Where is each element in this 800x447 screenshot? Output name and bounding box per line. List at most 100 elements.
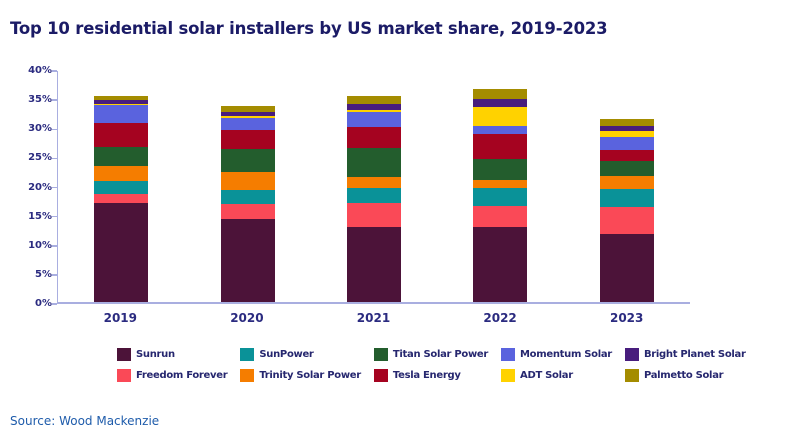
legend-item-sunpower: SunPower <box>240 348 361 361</box>
x-axis-labels: 2019 2020 2021 2022 2023 <box>57 311 690 325</box>
bar-segment-titan-solar-power <box>599 161 654 177</box>
legend-swatch <box>117 348 131 361</box>
bar-group-2023 <box>564 71 690 302</box>
y-axis-tick-label: 20% <box>28 181 52 193</box>
stacked-bar-2019 <box>94 96 149 302</box>
bar-segment-bright-planet-solar <box>94 99 149 105</box>
y-axis-tick-label: 35% <box>28 94 52 106</box>
bar-segment-freedom-forever <box>347 202 402 227</box>
y-axis-tick <box>52 215 57 218</box>
bar-segment-titan-solar-power <box>94 147 149 167</box>
y-axis-tick-label: 25% <box>28 152 52 164</box>
legend-label: Tesla Energy <box>392 370 461 381</box>
bars-container <box>58 71 690 302</box>
bar-segment-tesla-energy <box>220 129 275 149</box>
legend-swatch <box>117 369 131 382</box>
bar-segment-titan-solar-power <box>347 147 402 178</box>
bar-segment-tesla-energy <box>473 134 528 159</box>
y-axis-tick <box>52 157 57 160</box>
y-axis-tick-label: 30% <box>28 123 52 135</box>
legend-item-tesla-energy: Tesla Energy <box>373 369 488 382</box>
bar-segment-bright-planet-solar <box>347 104 402 110</box>
y-axis-tick <box>52 99 57 101</box>
legend-swatch <box>501 369 515 382</box>
bar-segment-palmetto-solar <box>94 96 149 100</box>
plot-area <box>57 71 690 304</box>
legend: Sunrun SunPower Titan Solar Power Momentum … <box>117 348 746 382</box>
x-axis-label: 2019 <box>103 311 137 325</box>
legend-swatch <box>240 348 255 361</box>
y-axis-tick <box>52 70 57 72</box>
legend-item-freedom-forever: Freedom Forever <box>117 369 228 382</box>
bar-segment-sunrun <box>473 226 528 302</box>
legend-label: ADT Solar <box>520 370 573 381</box>
legend-item-titan-solar-power: Titan Solar Power <box>373 348 488 361</box>
bar-segment-sunpower <box>94 181 149 194</box>
y-axis-tick-label: 5% <box>35 268 52 280</box>
legend-swatch <box>624 348 639 361</box>
bar-segment-tesla-energy <box>347 127 402 148</box>
legend-swatch <box>624 369 639 382</box>
legend-swatch <box>373 348 388 361</box>
y-axis-tick <box>52 245 57 247</box>
y-axis-tick <box>52 186 57 189</box>
bar-segment-momentum-solar <box>347 112 402 128</box>
legend-item-palmetto-solar: Palmetto Solar <box>624 369 746 382</box>
bar-segment-freedom-forever <box>220 203 275 220</box>
bar-segment-freedom-forever <box>94 193 149 203</box>
legend-item-bright-planet-solar: Bright Planet Solar <box>624 348 746 361</box>
legend-item-momentum-solar: Momentum Solar <box>501 348 612 361</box>
bar-segment-bright-planet-solar <box>599 125 654 131</box>
bar-group-2020 <box>184 71 310 302</box>
stacked-bar-2021 <box>347 96 402 302</box>
bar-segment-trinity-solar-power <box>599 176 654 190</box>
y-axis-tick-label: 0% <box>35 298 52 309</box>
bar-segment-adt-solar <box>220 116 275 118</box>
bar-segment-bright-planet-solar <box>473 98 528 107</box>
bar-group-2021 <box>311 71 437 302</box>
bar-group-2019 <box>58 71 184 302</box>
bar-segment-sunrun <box>220 219 275 302</box>
bar-segment-palmetto-solar <box>473 88 528 99</box>
x-axis-label: 2022 <box>483 311 517 325</box>
bar-segment-momentum-solar <box>599 136 654 151</box>
bar-segment-sunpower <box>599 189 654 208</box>
bar-segment-trinity-solar-power <box>220 172 275 190</box>
legend-swatch <box>373 369 388 382</box>
legend-label: Titan Solar Power <box>392 349 488 360</box>
legend-label: Freedom Forever <box>136 370 228 381</box>
y-axis-tick-label: 10% <box>28 239 52 251</box>
bar-segment-freedom-forever <box>599 207 654 234</box>
y-axis-tick-label: 40% <box>28 65 52 76</box>
y-axis-tick-label: 15% <box>28 210 52 222</box>
bar-segment-sunpower <box>220 189 275 204</box>
legend-label: Momentum Solar <box>520 349 612 360</box>
chart-title: Top 10 residential solar installers by U… <box>10 19 608 38</box>
legend-label: Palmetto Solar <box>643 370 724 381</box>
bar-segment-titan-solar-power <box>220 148 275 173</box>
bar-segment-palmetto-solar <box>347 96 402 104</box>
bar-segment-titan-solar-power <box>473 158 528 181</box>
y-axis-tick <box>52 274 57 276</box>
bar-segment-adt-solar <box>347 109 402 113</box>
bar-segment-adt-solar <box>94 104 149 106</box>
stacked-bar-2020 <box>220 105 275 302</box>
bar-segment-palmetto-solar <box>599 119 654 126</box>
bar-segment-momentum-solar <box>94 105 149 123</box>
stacked-bar-2022 <box>473 88 528 302</box>
x-axis-label: 2020 <box>230 311 264 325</box>
legend-label: Bright Planet Solar <box>643 349 746 360</box>
legend-label: Trinity Solar Power <box>259 370 361 381</box>
legend-label: Sunrun <box>136 349 175 360</box>
stacked-bar-2023 <box>599 119 654 302</box>
legend-item-trinity-solar-power: Trinity Solar Power <box>240 369 361 382</box>
x-axis-label: 2023 <box>609 311 644 325</box>
bar-segment-adt-solar <box>599 130 654 137</box>
bar-segment-tesla-energy <box>599 150 654 162</box>
bar-segment-sunrun <box>94 202 149 302</box>
bar-segment-momentum-solar <box>220 117 275 130</box>
bar-segment-sunrun <box>599 233 654 302</box>
bar-segment-freedom-forever <box>473 206 528 227</box>
bar-segment-trinity-solar-power <box>473 180 528 189</box>
